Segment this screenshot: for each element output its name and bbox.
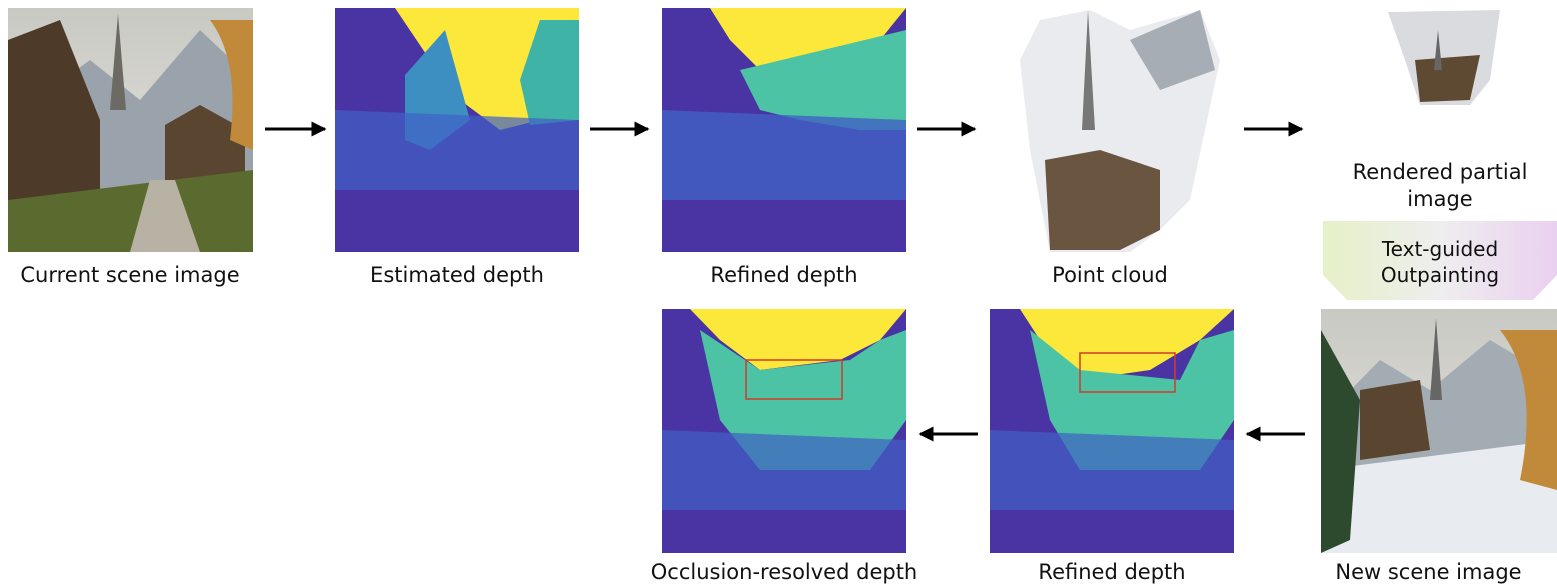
depth-map <box>662 8 906 252</box>
node-label: New scene image <box>1300 559 1557 586</box>
node-label: Refined depth <box>982 559 1242 586</box>
node-label: Point cloud <box>980 262 1240 289</box>
depth-map <box>662 309 906 553</box>
node-label: Refined depth <box>654 262 914 289</box>
node-label: Occlusion-resolved depth <box>624 559 944 586</box>
diagram: Current scene image Estimated depth Refi… <box>0 0 1557 587</box>
process-label: Text-guided Outpainting <box>1360 236 1520 288</box>
node-label: Rendered partial image <box>1350 159 1530 213</box>
node-label: Current scene image <box>0 262 260 289</box>
point-cloud <box>1020 10 1220 252</box>
scene-image <box>1321 309 1557 553</box>
depth-map <box>990 309 1234 553</box>
node-label: Estimated depth <box>327 262 587 289</box>
partial-image <box>1388 10 1500 105</box>
scene-image <box>8 8 253 252</box>
figure-art <box>0 0 1557 587</box>
depth-map <box>335 8 579 252</box>
